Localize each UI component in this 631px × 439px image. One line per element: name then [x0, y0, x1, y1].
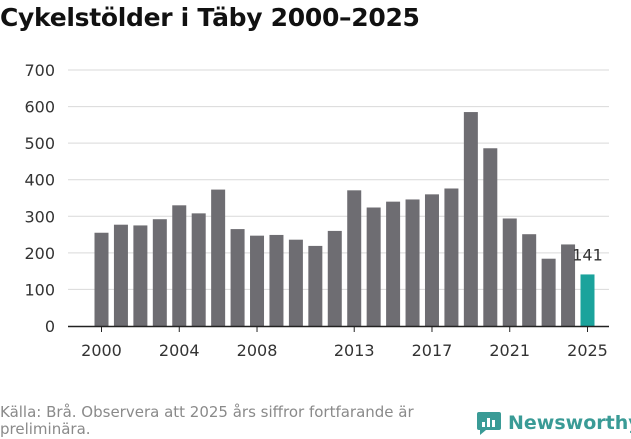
- bar-2023: [541, 258, 556, 326]
- bar-2016: [405, 199, 420, 326]
- y-tick-label: 300: [24, 207, 55, 226]
- bar-2021: [502, 218, 517, 326]
- bar-2005: [191, 213, 206, 326]
- y-tick-label: 400: [24, 171, 55, 190]
- bar-2004: [172, 205, 187, 326]
- bar-2022: [522, 234, 537, 326]
- bar-2001: [113, 224, 128, 326]
- bar-2006: [211, 189, 226, 326]
- newsworthy-logo[interactable]: Newsworthy: [476, 410, 631, 436]
- bar-2019: [463, 112, 478, 326]
- bar-2009: [269, 234, 284, 326]
- bar-2020: [483, 148, 498, 326]
- y-tick-label: 700: [24, 61, 55, 80]
- bar-2012: [327, 230, 342, 326]
- y-tick-label: 600: [24, 98, 55, 117]
- y-tick-label: 100: [24, 280, 55, 299]
- x-tick-label: 2004: [159, 341, 200, 360]
- bar-2007: [230, 229, 245, 326]
- y-tick-label: 0: [45, 317, 55, 336]
- bar-2010: [288, 239, 303, 326]
- y-tick-label: 500: [24, 134, 55, 153]
- bar-2014: [366, 207, 381, 326]
- bar-2018: [444, 188, 459, 326]
- data-label-2025: 141: [572, 245, 603, 264]
- bar-2000: [94, 232, 109, 326]
- y-tick-label: 200: [24, 244, 55, 263]
- x-axis: 2000 2004 2008 2013 2017 2021 2025: [68, 325, 609, 360]
- x-tick-label: 2008: [237, 341, 278, 360]
- bar-2008: [250, 235, 265, 326]
- bar-2003: [152, 219, 167, 326]
- bar-2017: [424, 194, 439, 326]
- chart-title: Cykelstölder i Täby 2000–2025: [0, 3, 420, 32]
- bar-2011: [308, 245, 323, 326]
- x-tick-label: 2013: [334, 341, 375, 360]
- bar-2002: [133, 225, 148, 326]
- bar-2013: [347, 190, 362, 326]
- bars: [94, 112, 595, 326]
- bar-2025: [580, 274, 595, 326]
- bar-2024: [561, 244, 576, 326]
- source-note: Källa: Brå. Observera att 2025 års siffr…: [0, 403, 414, 438]
- x-tick-label: 2000: [81, 341, 122, 360]
- y-axis-ticks: 0 100 200 300 400 500 600 700: [24, 61, 55, 336]
- bar-2015: [386, 201, 401, 326]
- data-labels: 141: [572, 245, 603, 264]
- brand-name: Newsworthy: [508, 412, 631, 434]
- x-tick-label: 2017: [412, 341, 453, 360]
- newsworthy-chart-bubble-icon: [477, 412, 501, 435]
- x-tick-label: 2021: [489, 341, 530, 360]
- x-tick-label: 2025: [567, 341, 608, 360]
